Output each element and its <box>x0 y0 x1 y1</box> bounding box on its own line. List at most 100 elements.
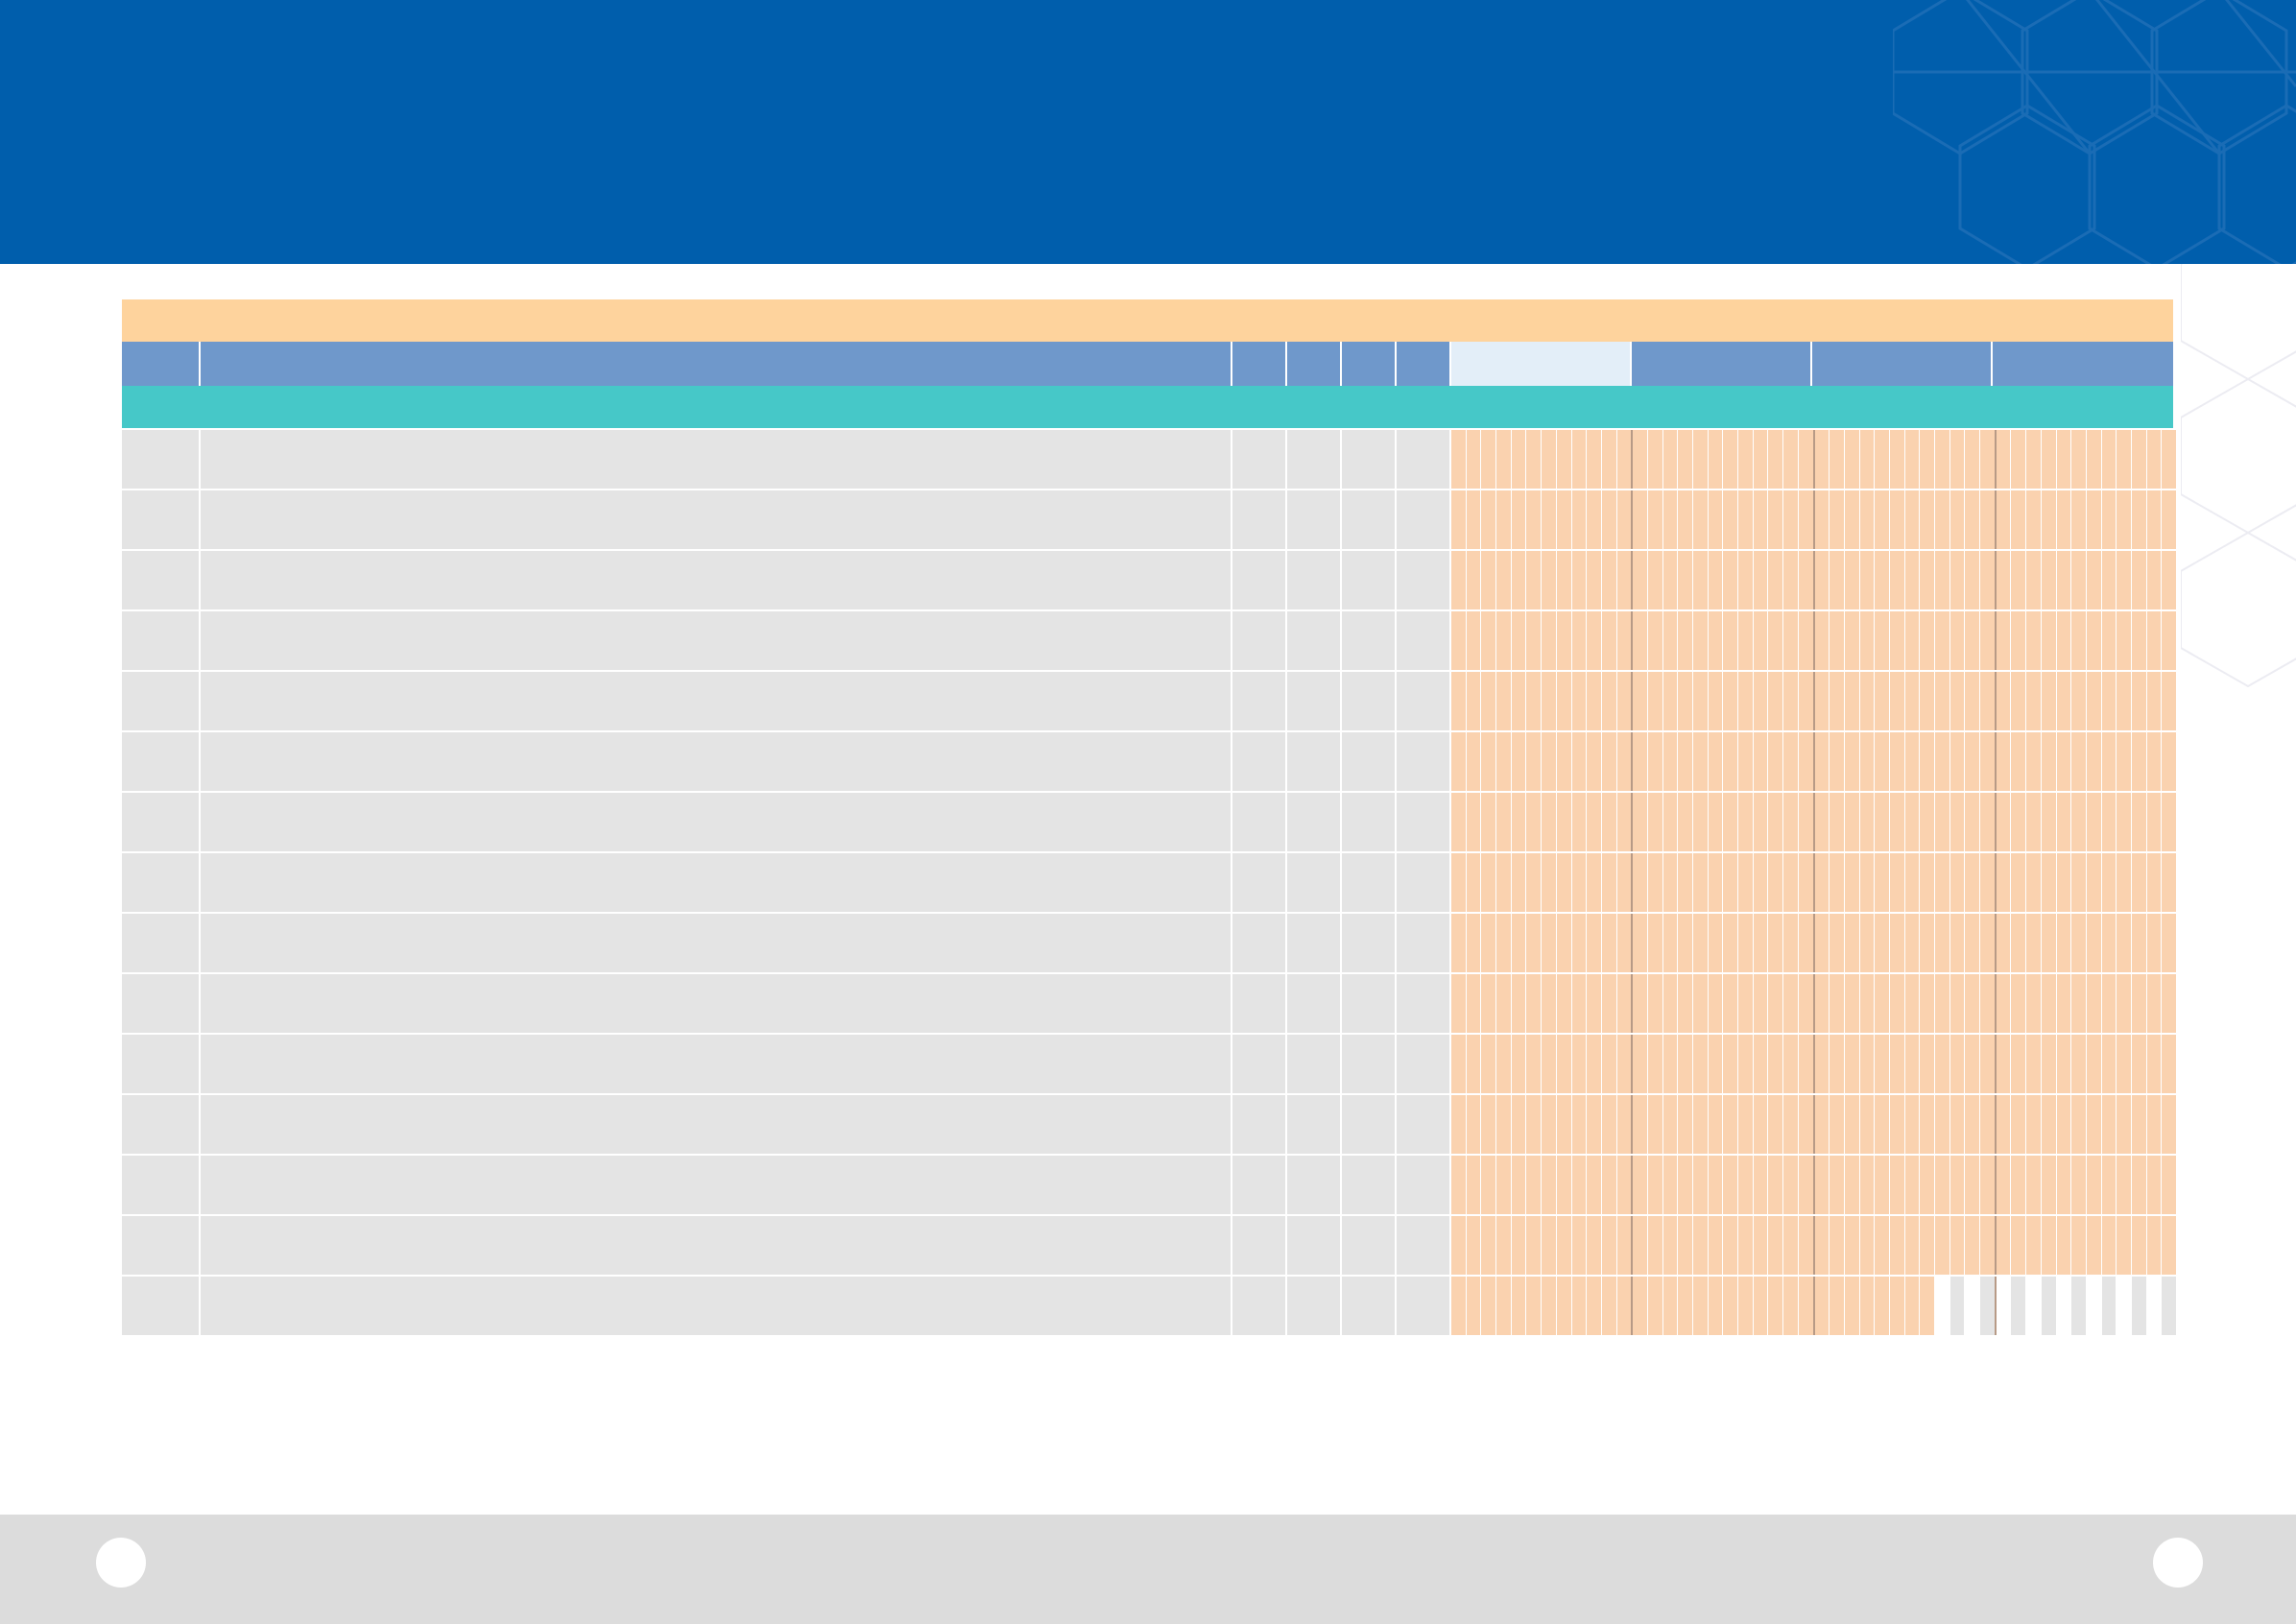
timeline-bar-segment <box>1526 490 1543 549</box>
row-number-cell <box>122 672 201 730</box>
timeline-bar-segment <box>2056 853 2072 912</box>
timeline-bar-segment <box>2086 672 2102 730</box>
timeline-bar-segment <box>1996 611 2012 670</box>
timeline-bar-segment <box>1753 672 1769 730</box>
timeline-bar-segment <box>1587 1035 1602 1093</box>
timeline-bar-segment <box>1980 1216 1997 1275</box>
timeline-cell <box>1451 1277 2177 1335</box>
timeline-bar-segment <box>2056 1156 2072 1214</box>
column-header <box>1232 342 1287 386</box>
timeline-bar-segment <box>1708 732 1724 791</box>
value-cell <box>1287 611 1342 670</box>
hexagon-pattern-icon <box>2181 264 2296 688</box>
timeline-bar-segment <box>1708 1095 1724 1154</box>
timeline-bar-segment <box>1662 793 1679 851</box>
timeline-bar-segment <box>1542 430 1557 489</box>
timeline-bar-segment <box>1633 1216 1648 1275</box>
timeline-bar-segment <box>1859 1095 1876 1154</box>
timeline-bar-segment <box>1738 551 1754 609</box>
timeline-bar-segment <box>1481 1277 1497 1335</box>
timeline-bar-segment <box>1708 914 1724 972</box>
timeline-bar-segment <box>1844 1277 1860 1335</box>
timeline-bar-segment <box>2086 551 2102 609</box>
timeline-bar-segment <box>1875 1035 1890 1093</box>
timeline-bar-segment <box>1678 490 1693 549</box>
timeline-bar-segment <box>1830 793 1845 851</box>
timeline-bar-segment <box>2071 672 2087 730</box>
timeline-bar-segment <box>1753 611 1769 670</box>
table-row <box>122 972 2177 1033</box>
timeline-bar-segment <box>1965 853 1981 912</box>
hexagon-pattern-icon <box>1893 0 2296 264</box>
timeline-bar-segment <box>1481 430 1497 489</box>
task-name-cell <box>201 490 1232 549</box>
timeline-bar-segment <box>1783 1156 1799 1214</box>
timeline-bar-segment <box>1647 430 1663 489</box>
timeline-bar-segment <box>1965 490 1981 549</box>
timeline-bar-segment <box>1889 611 1905 670</box>
timeline-bar-segment <box>1875 853 1890 912</box>
timeline-bar-segment <box>1693 1095 1709 1154</box>
timeline-bar-segment <box>1647 732 1663 791</box>
timeline-bar-segment <box>2131 672 2147 730</box>
timeline-bar-segment <box>1935 430 1950 489</box>
timeline-bar-segment <box>1481 914 1497 972</box>
row-number-cell <box>122 793 201 851</box>
timeline-bar-segment <box>1844 1156 1860 1214</box>
timeline-bar-segment <box>2146 1095 2163 1154</box>
timeline-bar-segment <box>1601 490 1617 549</box>
timeline-bar-segment <box>1633 430 1648 489</box>
timeline-bar-segment <box>1542 974 1557 1033</box>
timeline-bar-segment <box>1451 1216 1467 1275</box>
timeline-bar-segment <box>1481 974 1497 1033</box>
timeline-bar-segment <box>2056 551 2072 609</box>
timeline-bar-segment <box>1920 914 1935 972</box>
timeline-bar-segment <box>1481 793 1497 851</box>
task-name-cell <box>201 430 1232 489</box>
timeline-bar-segment <box>1996 1095 2012 1154</box>
timeline-bar-segment <box>2026 1095 2042 1154</box>
value-cell <box>1287 793 1342 851</box>
timeline-bar-segment <box>1693 914 1709 972</box>
timeline-empty-segment <box>2146 1277 2163 1335</box>
timeline-bar-segment <box>1753 1277 1769 1335</box>
timeline-bar-segment <box>1678 793 1693 851</box>
timeline-bar-segment <box>2146 853 2163 912</box>
value-cell <box>1232 1277 1287 1335</box>
timeline-bar-segment <box>1965 793 1981 851</box>
timeline-cell <box>1451 672 2177 730</box>
timeline-bar-segment <box>1889 914 1905 972</box>
timeline-bar-segment <box>1768 914 1784 972</box>
timeline-bar-segment <box>1753 732 1769 791</box>
timeline-bar-segment <box>1693 974 1709 1033</box>
timeline-bar-segment <box>1798 611 1815 670</box>
timeline-bar-segment <box>1814 793 1830 851</box>
timeline-bar-segment <box>2162 1095 2177 1154</box>
timeline-bar-segment <box>1859 430 1876 489</box>
timeline-bar-segment <box>2117 672 2132 730</box>
table-row <box>122 1214 2177 1275</box>
value-cell <box>1232 490 1287 549</box>
value-cell <box>1397 1216 1451 1275</box>
timeline-bar-segment <box>2071 611 2087 670</box>
timeline-bar-segment <box>1708 430 1724 489</box>
value-cell <box>1232 1216 1287 1275</box>
timeline-bar-segment <box>1768 1035 1784 1093</box>
timeline-bar-segment <box>1693 490 1709 549</box>
timeline-bar-segment <box>1526 1277 1543 1335</box>
timeline-bar-segment <box>1678 1035 1693 1093</box>
value-cell <box>1397 430 1451 489</box>
timeline-bar-segment <box>2101 1156 2117 1214</box>
timeline-bar-segment <box>1616 914 1634 972</box>
timeline-bar-segment <box>2041 611 2057 670</box>
timeline-bar-segment <box>1633 551 1648 609</box>
timeline-bar-segment <box>2146 974 2163 1033</box>
column-header <box>122 342 201 386</box>
timeline-bar-segment <box>1526 974 1543 1033</box>
timeline-bar-segment <box>1496 974 1512 1033</box>
timeline-bar-segment <box>1798 1277 1815 1335</box>
timeline-empty-segment <box>1935 1277 1950 1335</box>
timeline-bar-segment <box>2162 1156 2177 1214</box>
timeline-bar-segment <box>2146 611 2163 670</box>
timeline-table <box>122 299 2177 1335</box>
